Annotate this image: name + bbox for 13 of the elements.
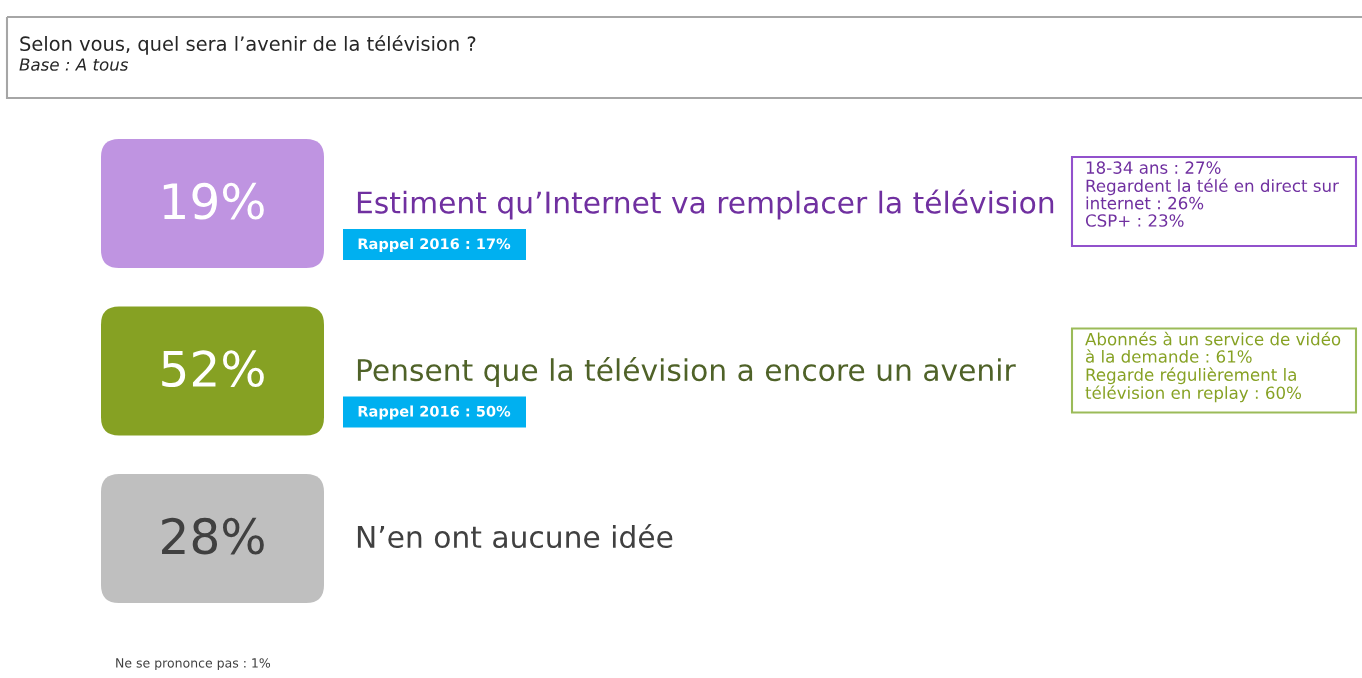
text: Ne se prononce pas : 1% — [116, 658, 271, 671]
data-label: 28% — [162, 517, 264, 555]
category-label: Estiment qu’Internet va remplacer la télévision — [357, 189, 1054, 220]
text: Base : A tous — [19, 58, 129, 71]
category-label: Pensent que la télévision a encore un avenir — [357, 357, 1016, 387]
text: Rappel 2016 : 50% — [358, 405, 511, 420]
text: 18-34 ans : 27% Regardent la télé en direct sur internet : 26% CSP+ : 23% — [1085, 161, 1339, 227]
text: Selon vous, quel sera l’avenir de la télévision ? — [20, 35, 476, 55]
data-label: 52% — [162, 350, 264, 388]
text: Rappel 2016 : 17% — [358, 237, 511, 253]
data-label: 19% — [163, 182, 264, 220]
text: Abonnés à un service de vidéo à la demande : 61% Regarde régulièrement la télévision en replay : 60% — [1085, 331, 1341, 403]
category-label: N’en ont aucune idée — [357, 523, 673, 549]
